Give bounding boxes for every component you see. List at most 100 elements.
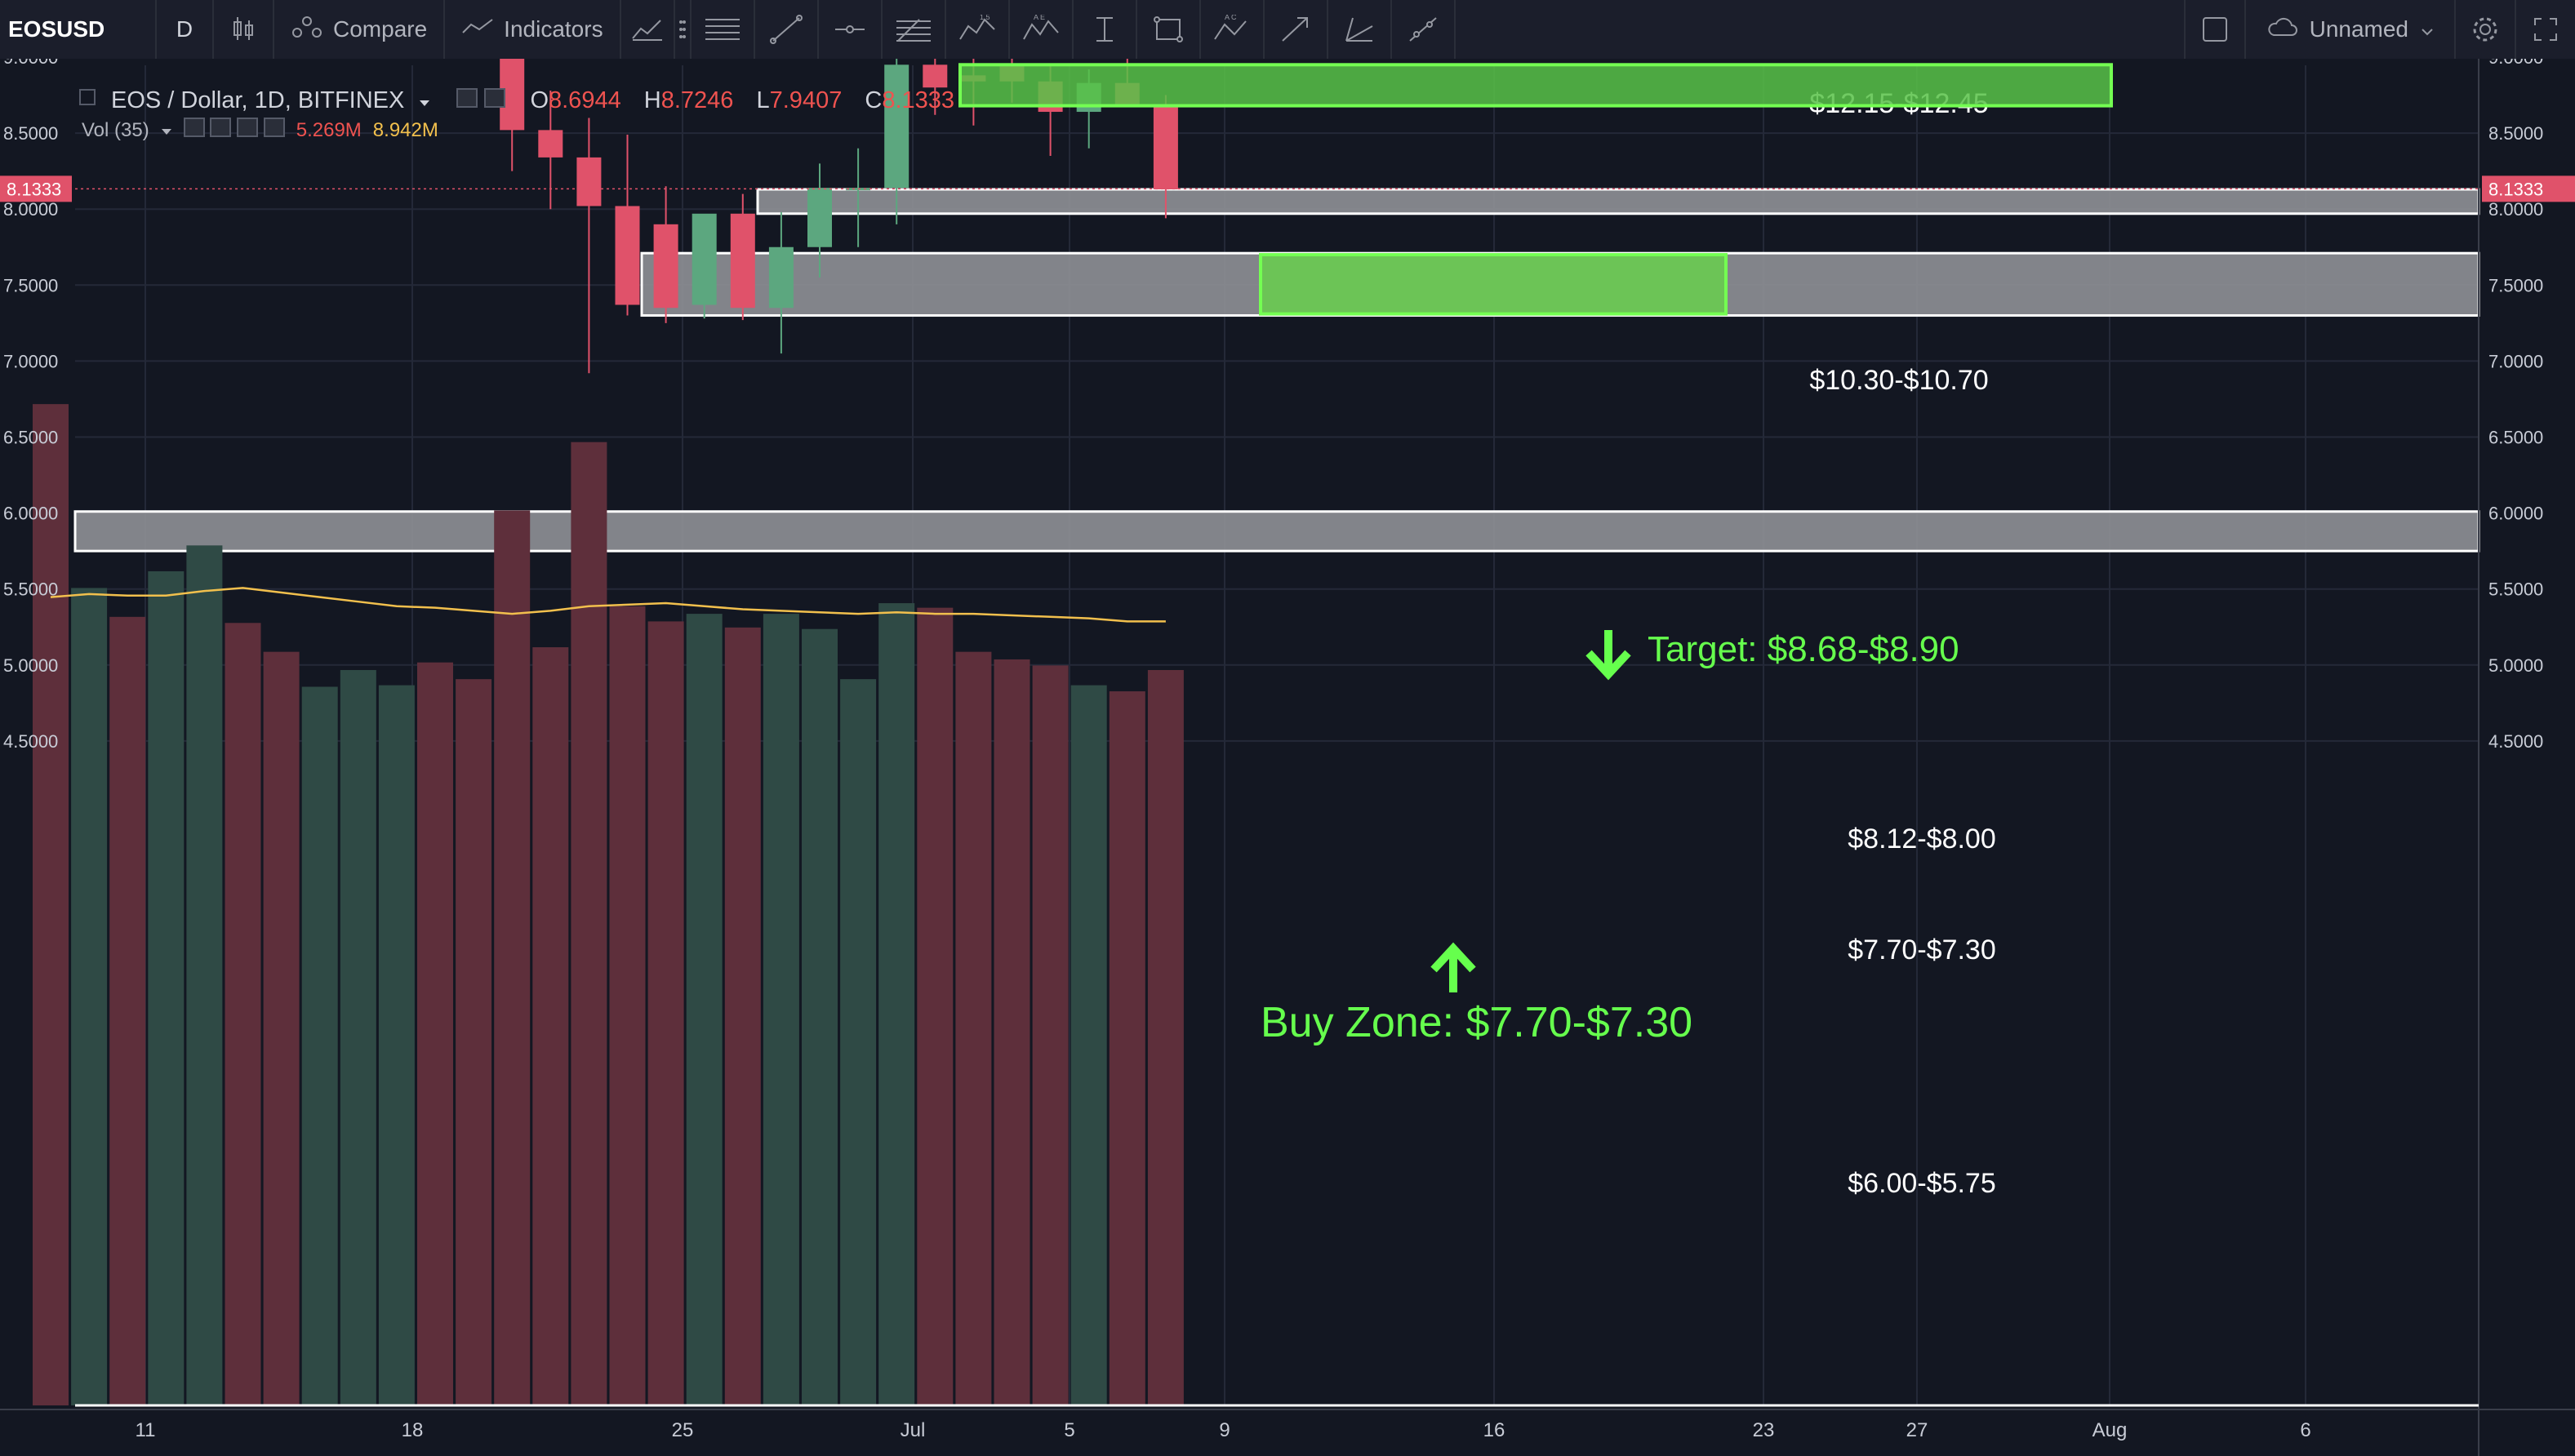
svg-text:A C: A C	[1225, 15, 1237, 21]
candle	[807, 163, 832, 277]
legend-title[interactable]: EOS / Dollar, 1D, BITFINEX	[111, 87, 405, 113]
y-tick-label-right: 7.0000	[2488, 351, 2543, 371]
close-value: 8.1333	[882, 87, 955, 113]
x-tick-label: 27	[1906, 1419, 1928, 1441]
abcd-pattern-tool-icon[interactable]: A C	[1201, 0, 1265, 59]
svg-text:A E: A E	[1034, 15, 1045, 21]
volume-settings-icons[interactable]	[183, 118, 285, 143]
indicators-icon	[461, 15, 494, 45]
buy-zone-box	[1259, 253, 1728, 316]
volume-bar	[917, 607, 954, 1405]
price-zone-label: $10.30-$10.70	[1809, 365, 1988, 396]
volume-bar	[686, 614, 723, 1405]
volume-bar	[878, 603, 915, 1405]
volume-legend: Vol (35) 5.269M 8.942M	[82, 118, 438, 143]
y-tick-label-right: 4.5000	[2488, 731, 2543, 752]
x-tick-label: 25	[672, 1419, 694, 1441]
volume-ma-line	[50, 587, 1166, 623]
y-tick-label-right: 5.0000	[2488, 655, 2543, 676]
chevron-down-icon	[2420, 16, 2435, 42]
volume-bar	[378, 685, 415, 1405]
measure-tool-icon[interactable]	[1392, 0, 1456, 59]
volume-bar	[301, 686, 338, 1405]
legend-dots-icon[interactable]	[78, 87, 96, 114]
legend-settings-icon[interactable]	[456, 87, 506, 114]
pattern-tool-icon[interactable]: A E	[1010, 0, 1074, 59]
y-tick-label-right: 6.5000	[2488, 428, 2543, 448]
layout-menu[interactable]: Unnamed	[2246, 0, 2456, 59]
toolbar-right: Unnamed	[2183, 0, 2575, 59]
fullscreen-square-icon[interactable]	[2183, 0, 2246, 59]
y-tick-label-left: 7.0000	[3, 351, 58, 371]
low-label: L	[756, 87, 770, 113]
candle	[576, 118, 602, 374]
trend-line-tool-icon[interactable]	[755, 0, 819, 59]
arrow-tool-icon[interactable]	[1265, 0, 1328, 59]
y-tick-label-left: 6.5000	[3, 428, 58, 448]
interval-button[interactable]: D	[157, 0, 214, 59]
cloud-icon	[2266, 16, 2298, 44]
legend-dropdown-icon[interactable]	[419, 87, 430, 114]
financials-icon[interactable]	[621, 0, 675, 59]
y-tick-label-left: 5.5000	[3, 579, 58, 600]
candle	[1153, 95, 1178, 219]
last-price-tag	[2482, 175, 2575, 202]
candle	[615, 134, 640, 316]
rectangle-tool-icon[interactable]	[1137, 0, 1201, 59]
candle	[500, 59, 525, 171]
candle	[692, 213, 717, 319]
indicators-button[interactable]: Indicators	[445, 0, 621, 59]
candle-body	[923, 64, 948, 88]
buy-zone-label: Buy Zone: $7.70-$7.30	[1261, 999, 1692, 1046]
volume-bar	[1147, 669, 1184, 1405]
annotations: Target: $8.68-$8.90 Buy Zone: $7.70-$7.30	[958, 63, 2113, 1046]
horizontal-ray-tool-icon[interactable]	[819, 0, 883, 59]
volume-bar	[263, 651, 300, 1405]
candle-body	[692, 213, 717, 305]
y-tick-label-right: 7.5000	[2488, 275, 2543, 295]
gann-fan-tool-icon[interactable]	[1328, 0, 1392, 59]
volume-bar	[33, 404, 69, 1405]
y-tick-label-right: 6.0000	[2488, 504, 2543, 524]
x-tick-label: Aug	[2092, 1419, 2128, 1441]
last-price-tag	[0, 175, 72, 202]
candle	[923, 59, 948, 115]
volume-bar	[1070, 685, 1107, 1405]
candle	[653, 186, 678, 323]
candle-body	[884, 64, 909, 189]
top-toolbar: EOSUSD D Compare Indicators 1 5 A E	[0, 0, 2575, 62]
volume-bar	[225, 623, 261, 1405]
down-arrow-head	[1585, 650, 1631, 681]
target-label: Target: $8.68-$8.90	[1648, 629, 1959, 669]
symbol-search[interactable]: EOSUSD	[0, 0, 157, 59]
volume-bar	[494, 510, 531, 1405]
expand-icon[interactable]	[2516, 0, 2575, 59]
compare-button[interactable]: Compare	[274, 0, 446, 59]
price-zone-label: $7.70-$7.30	[1848, 934, 1996, 965]
candle-style-icon[interactable]	[214, 0, 274, 59]
text-tool-icon[interactable]	[1074, 0, 1137, 59]
y-tick-label-left: 7.5000	[3, 275, 58, 295]
settings-gear-icon[interactable]	[2456, 0, 2516, 59]
price-zone-band	[756, 188, 2480, 215]
y-tick-label-right: 5.5000	[2488, 579, 2543, 600]
axes: 12.500012.500012.000012.000011.500011.50…	[0, 59, 2575, 1456]
candle-body	[807, 188, 832, 247]
horizontal-lines-tool-icon[interactable]	[692, 0, 755, 59]
volume-dropdown-icon[interactable]	[161, 119, 172, 142]
volume-label[interactable]: Vol (35)	[82, 118, 149, 141]
price-zone-band	[73, 510, 2480, 553]
volume-bar	[647, 621, 684, 1405]
x-tick-label: 5	[1064, 1419, 1074, 1441]
price-chart[interactable]: $12.15-$12.45$10.30-$10.70$8.12-$8.00$7.…	[0, 59, 2575, 1456]
volume-bar	[840, 679, 877, 1405]
drag-handle-icon[interactable]	[675, 0, 692, 59]
indicators-label: Indicators	[504, 16, 603, 42]
compare-icon	[291, 15, 323, 45]
last-price-label: 8.1333	[7, 179, 61, 199]
y-tick-label-left: 8.0000	[3, 199, 58, 220]
volume-bar	[71, 588, 108, 1405]
pitchfork-tool-icon[interactable]	[883, 0, 946, 59]
elliott-wave-tool-icon[interactable]: 1 5	[946, 0, 1010, 59]
target-zone-box	[958, 63, 2113, 108]
